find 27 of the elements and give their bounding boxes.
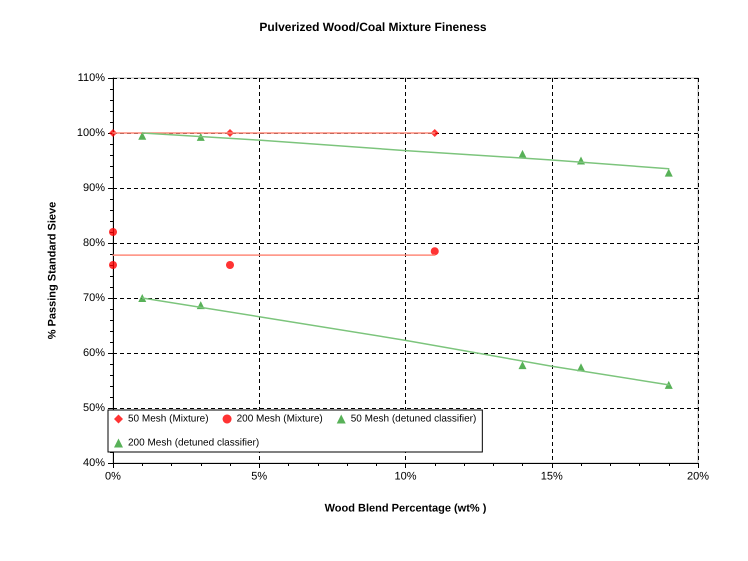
- y-tick-label: 100%: [76, 127, 106, 139]
- y-tick-label: 50%: [82, 402, 106, 414]
- x-tick-label: 10%: [394, 470, 417, 482]
- y-tick-label: 70%: [82, 292, 106, 304]
- x-tick-label: 20%: [686, 470, 710, 482]
- y-tick-label: 110%: [78, 72, 106, 84]
- legend-label: 200 Mesh (detuned classifier): [128, 438, 260, 448]
- y-tick-label: 40%: [82, 457, 106, 469]
- x-tick-label: 5%: [251, 470, 268, 482]
- y-tick-label: 60%: [82, 347, 106, 359]
- point: [109, 261, 117, 269]
- point: [430, 247, 439, 256]
- y-tick-label: 90%: [82, 182, 106, 194]
- legend-label: 50 Mesh (Mixture): [128, 414, 209, 424]
- y-tick-label: 80%: [82, 237, 106, 249]
- x-tick-label: 0%: [105, 470, 122, 482]
- legend-label: 200 Mesh (Mixture): [236, 414, 323, 424]
- point: [518, 361, 526, 370]
- point: [226, 261, 234, 269]
- x-axis-title: Wood Blend Percentage (wt% ): [324, 502, 487, 514]
- chart-title: Pulverized Wood/Coal Mixture Fineness: [259, 20, 487, 34]
- point: [138, 132, 146, 140]
- y-axis-title: % Passing Standard Sieve: [46, 202, 58, 340]
- x-tick-label: 15%: [540, 470, 563, 482]
- legend-label: 50 Mesh (detuned classifier): [350, 414, 476, 424]
- point: [664, 168, 673, 177]
- point: [109, 228, 117, 236]
